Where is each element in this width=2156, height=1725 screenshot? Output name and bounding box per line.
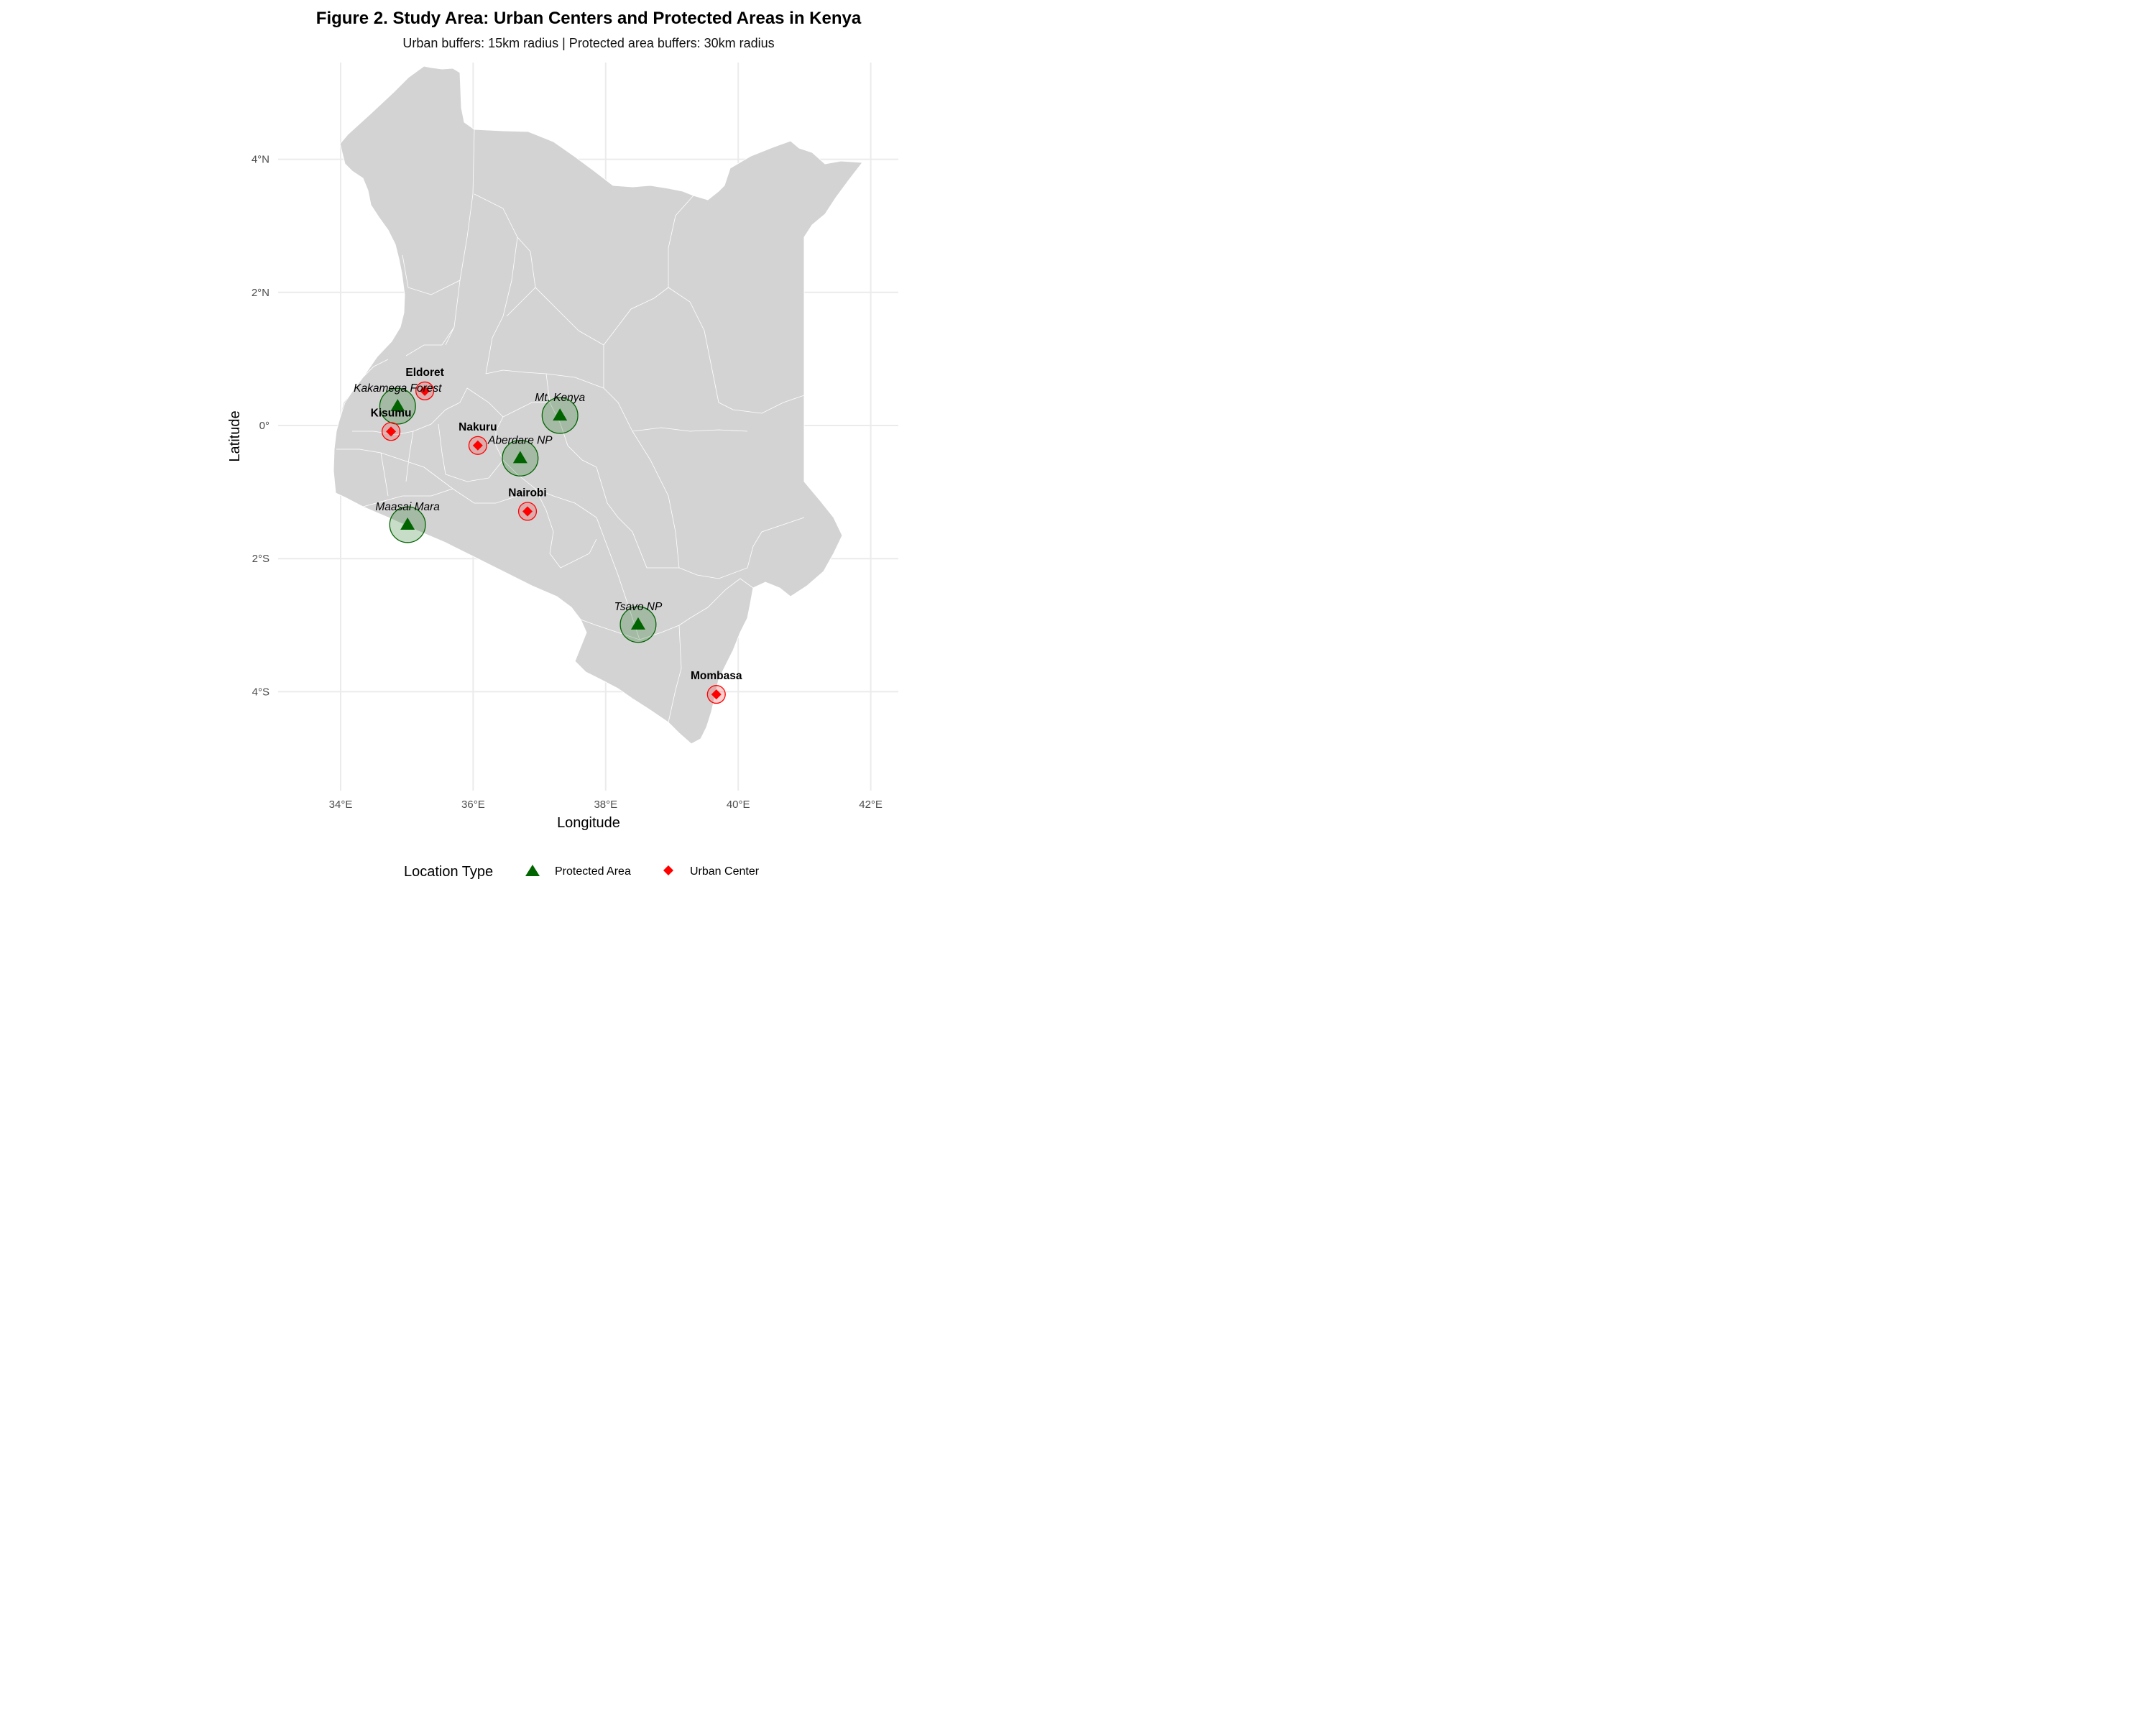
protected-area-marker (553, 408, 568, 421)
protected-area-label: Aberdare NP (487, 434, 553, 446)
y-axis-ticks: 4°N 2°N 0° 2°S 4°S (252, 154, 270, 699)
legend-label-urban-center: Urban Center (690, 865, 760, 878)
map-figure: Figure 2. Study Area: Urban Centers and … (227, 9, 898, 880)
urban-center-label: Nakuru (459, 421, 497, 433)
y-tick-label: 0° (259, 420, 270, 432)
urban-center-label: Mombasa (691, 670, 742, 682)
x-tick-label: 42°E (859, 799, 883, 811)
y-tick-label: 4°N (252, 154, 270, 166)
protected-area-label: Maasai Mara (375, 501, 440, 513)
legend: Location Type Protected Area Urban Cente… (404, 864, 760, 880)
urban-center-label: Kisumu (371, 407, 412, 419)
y-tick-label: 2°S (252, 553, 270, 565)
protected-area-label: Tsavo NP (614, 601, 663, 613)
urban-center-marker (472, 440, 483, 451)
urban-center-marker (420, 385, 430, 396)
figure-title: Figure 2. Study Area: Urban Centers and … (316, 9, 862, 28)
protected-area-label: Kakamega Forest (354, 382, 442, 395)
protected-area-marker (630, 617, 645, 630)
kenya-basemap (333, 65, 863, 745)
protected-area-marker (512, 451, 528, 464)
x-axis-ticks: 34°E 36°E 38°E 40°E 42°E (329, 799, 883, 811)
urban-center-marker (711, 689, 722, 700)
x-tick-label: 40°E (727, 799, 750, 811)
y-axis-label: Latitude (227, 410, 243, 461)
legend-diamond-icon (663, 865, 673, 875)
county-boundaries (336, 129, 805, 723)
y-tick-label: 4°S (252, 686, 270, 698)
urban-center-marker (386, 426, 397, 437)
x-tick-label: 38°E (594, 799, 617, 811)
x-axis-label: Longitude (557, 815, 620, 831)
urban-center-label: Nairobi (508, 487, 546, 499)
labels-layer: Kakamega Forest Mt. Kenya Aberdare NP Maasa… (354, 367, 742, 682)
y-tick-label: 2°N (252, 287, 270, 299)
legend-label-protected-area: Protected Area (555, 865, 631, 878)
urban-center-marker (522, 506, 533, 517)
x-tick-label: 34°E (329, 799, 353, 811)
x-tick-label: 36°E (461, 799, 485, 811)
legend-triangle-icon (525, 865, 540, 876)
legend-title: Location Type (404, 864, 493, 880)
protected-area-marker (390, 399, 405, 412)
protected-area-label: Mt. Kenya (535, 392, 585, 404)
urban-center-label: Eldoret (405, 367, 443, 379)
points-layer (386, 385, 722, 700)
figure-subtitle: Urban buffers: 15km radius | Protected a… (402, 36, 774, 50)
protected-area-marker (400, 517, 415, 530)
